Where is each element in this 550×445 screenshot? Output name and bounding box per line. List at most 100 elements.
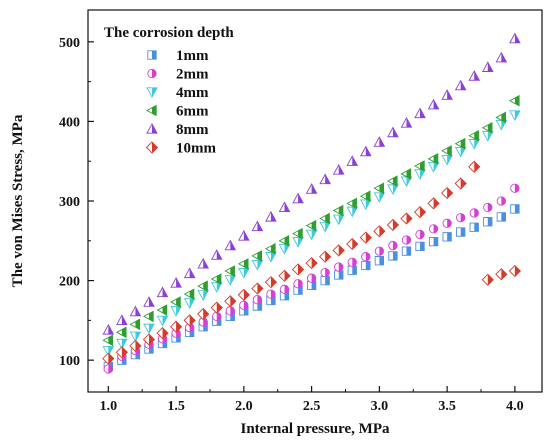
data-point xyxy=(428,198,439,209)
data-point xyxy=(497,213,505,221)
data-point xyxy=(185,268,195,277)
data-point xyxy=(226,307,234,315)
data-point xyxy=(130,319,139,329)
data-point xyxy=(443,233,451,241)
data-point xyxy=(266,212,276,221)
data-point xyxy=(348,266,356,274)
data-point xyxy=(198,281,207,291)
data-point xyxy=(335,263,343,271)
data-point xyxy=(429,225,437,233)
y-tick-label: 500 xyxy=(59,36,80,51)
legend-label: 4mm xyxy=(176,85,209,101)
data-point xyxy=(293,194,303,203)
x-axis: 1.0 1.5 2.0 2.5 3.0 3.5 4.0 xyxy=(100,386,524,414)
data-point xyxy=(198,259,208,268)
data-point xyxy=(484,203,492,211)
data-point xyxy=(252,251,261,261)
data-point xyxy=(225,241,235,250)
data-point xyxy=(442,155,452,164)
plot-area xyxy=(88,10,542,392)
data-point xyxy=(442,188,453,199)
data-points xyxy=(103,34,520,374)
data-point xyxy=(103,325,113,334)
data-point xyxy=(117,327,126,337)
y-axis-title: The von Mises Stress, MPa xyxy=(10,114,26,287)
data-point xyxy=(198,291,208,300)
legend-title: The corrosion depth xyxy=(104,25,234,41)
legend-marker xyxy=(147,105,156,115)
data-point xyxy=(238,289,249,300)
data-point xyxy=(375,247,383,255)
data-point xyxy=(280,285,288,293)
data-point xyxy=(334,206,343,216)
data-point xyxy=(320,174,330,183)
data-point xyxy=(510,111,520,120)
data-point xyxy=(294,280,302,288)
data-point xyxy=(171,307,181,316)
data-point xyxy=(265,277,276,288)
data-point xyxy=(321,276,329,284)
data-point xyxy=(184,315,195,326)
data-point xyxy=(307,221,316,231)
legend-label: 8mm xyxy=(176,122,209,138)
data-point xyxy=(320,251,331,262)
data-point xyxy=(212,250,222,259)
data-point xyxy=(470,223,478,231)
data-point xyxy=(211,302,222,313)
data-point xyxy=(279,202,289,211)
legend-label: 6mm xyxy=(176,104,209,120)
data-point xyxy=(496,53,506,62)
data-point xyxy=(307,274,315,282)
data-point xyxy=(171,278,181,287)
data-point xyxy=(144,324,154,333)
data-point xyxy=(511,184,519,192)
data-point xyxy=(239,259,248,269)
data-point xyxy=(130,307,140,316)
data-point xyxy=(306,258,317,269)
data-point xyxy=(279,270,290,281)
y-tick-label: 200 xyxy=(59,275,80,290)
data-point xyxy=(510,34,520,43)
data-point xyxy=(456,214,464,222)
data-point xyxy=(456,228,464,236)
data-point xyxy=(157,305,166,315)
data-point xyxy=(510,96,519,106)
data-point xyxy=(456,81,466,90)
legend-label: 2mm xyxy=(176,67,209,83)
data-point xyxy=(496,269,507,280)
data-point xyxy=(442,146,451,156)
plot-frame xyxy=(88,10,542,392)
data-point xyxy=(482,274,493,285)
legend-marker xyxy=(148,51,156,59)
series-6mm xyxy=(103,96,519,346)
data-point xyxy=(252,221,262,230)
data-point xyxy=(253,295,261,303)
data-point xyxy=(483,62,493,71)
series-1mm xyxy=(104,205,519,371)
data-point xyxy=(334,215,344,224)
data-point xyxy=(103,335,112,345)
data-point xyxy=(198,309,209,320)
data-point xyxy=(293,264,304,275)
data-point xyxy=(239,231,249,240)
data-point xyxy=(335,271,343,279)
data-point xyxy=(361,147,371,156)
data-point xyxy=(374,183,383,193)
data-point xyxy=(389,252,397,260)
data-point xyxy=(321,268,329,276)
y-tick-label: 100 xyxy=(59,354,80,369)
data-point xyxy=(104,365,112,373)
x-tick-label: 1.5 xyxy=(167,399,185,414)
data-point xyxy=(225,296,236,307)
data-point xyxy=(401,118,411,127)
data-point xyxy=(360,232,371,243)
data-point xyxy=(388,128,398,137)
data-point xyxy=(239,268,249,277)
data-point xyxy=(455,178,466,189)
data-point xyxy=(484,217,492,225)
data-point xyxy=(416,242,424,250)
data-point xyxy=(469,161,480,172)
data-point xyxy=(225,266,234,276)
x-axis-title: Internal pressure, MPa xyxy=(240,421,390,437)
